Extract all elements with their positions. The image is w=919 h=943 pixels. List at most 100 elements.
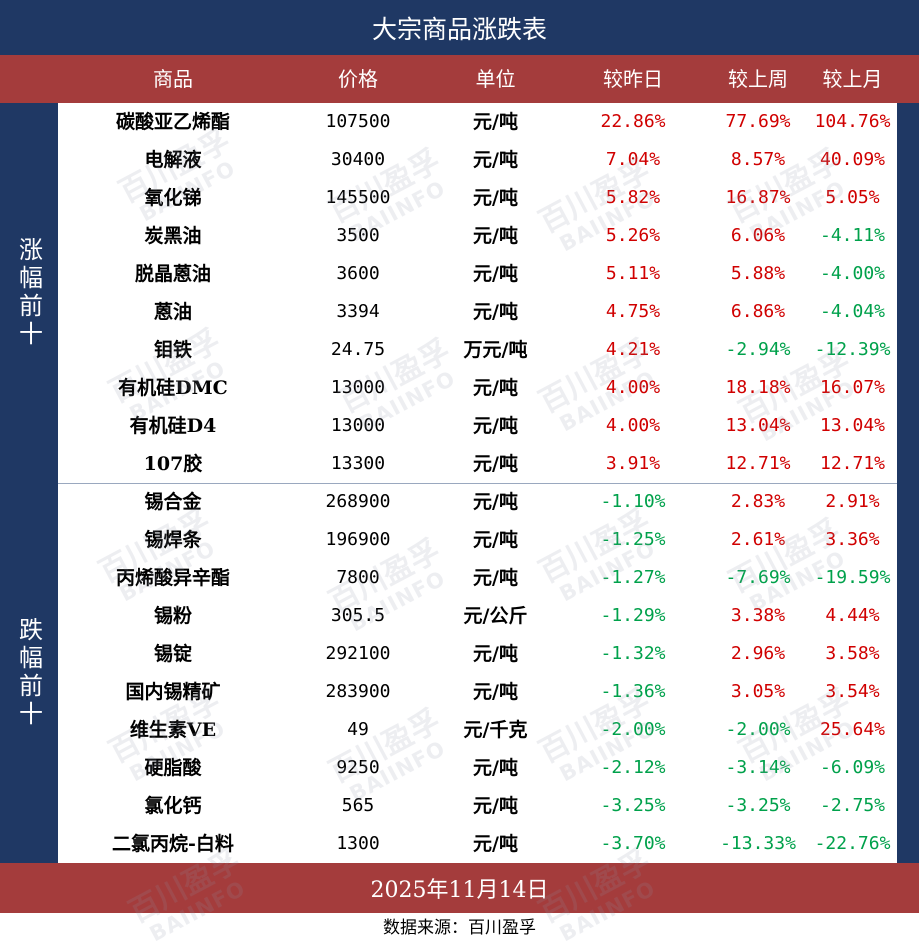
change-vs-yesterday: 4.00% (605, 415, 661, 436)
change-vs-last-month: 2.91% (825, 491, 880, 512)
change-vs-last-month: 12.71% (819, 453, 886, 474)
commodity-name: 钼铁 (153, 339, 192, 361)
price-cell: 196900 (325, 529, 391, 550)
change-vs-last-month: 5.05% (825, 187, 880, 208)
change-vs-last-month: -4.00% (819, 263, 886, 284)
price-cell: 268900 (325, 491, 391, 512)
unit-cell: 元/吨 (473, 757, 518, 779)
header-price: 价格 (338, 67, 378, 91)
unit-cell: 元/吨 (473, 453, 518, 475)
change-vs-last-week: 6.06% (730, 225, 786, 246)
change-vs-last-week: 12.71% (725, 453, 791, 474)
price-cell: 13000 (330, 377, 386, 398)
change-vs-last-week: 18.18% (725, 377, 791, 398)
change-vs-yesterday: -3.70% (600, 833, 666, 854)
unit-cell: 元/吨 (473, 795, 518, 817)
table-row: 有机硅D4 13000 元/吨 4.00% 13.04% 13.04% (58, 407, 897, 445)
change-vs-last-week: 8.57% (730, 149, 786, 170)
header-unit: 单位 (475, 67, 516, 91)
price-cell: 305.5 (330, 605, 386, 626)
price-cell: 283900 (325, 681, 391, 702)
table-row: 脱晶蒽油 3600 元/吨 5.11% 5.88% -4.00% (58, 255, 897, 293)
change-vs-yesterday: -1.36% (600, 681, 666, 702)
price-cell: 13300 (330, 453, 386, 474)
table-row: 有机硅DMC 13000 元/吨 4.00% 18.18% 16.07% (58, 369, 897, 407)
change-vs-last-month: 104.76% (814, 111, 891, 132)
commodity-name: 脱晶蒽油 (134, 263, 211, 285)
commodity-name: 维生素VE (129, 719, 217, 741)
unit-cell: 万元/吨 (463, 339, 528, 361)
table-row: 氧化锑 145500 元/吨 5.82% 16.87% 5.05% (58, 179, 897, 217)
table-row: 氯化钙 565 元/吨 -3.25% -3.25% -2.75% (58, 787, 897, 825)
table-row: 碳酸亚乙烯酯 107500 元/吨 22.86% 77.69% 104.76% (58, 103, 897, 141)
table-row: 丙烯酸异辛酯 7800 元/吨 -1.27% -7.69% -19.59% (58, 559, 897, 597)
price-cell: 565 (341, 795, 375, 816)
change-vs-yesterday: -1.10% (600, 491, 666, 512)
table-row: 炭黑油 3500 元/吨 5.26% 6.06% -4.11% (58, 217, 897, 255)
price-cell: 3500 (336, 225, 380, 246)
change-vs-yesterday: -1.27% (600, 567, 666, 588)
change-vs-last-week: 77.69% (725, 111, 791, 132)
unit-cell: 元/吨 (473, 833, 518, 855)
group-label-gainers: 涨幅前十 (0, 103, 58, 483)
change-vs-last-month: 16.07% (819, 377, 886, 398)
table-right-border (897, 103, 919, 863)
price-cell: 1300 (336, 833, 380, 854)
price-cell: 13000 (330, 415, 386, 436)
change-vs-last-month: 25.64% (819, 719, 886, 740)
price-cell: 107500 (325, 111, 391, 132)
change-vs-last-month: 3.58% (825, 643, 880, 664)
change-vs-last-month: -4.11% (819, 225, 886, 246)
change-vs-last-month: -2.75% (819, 795, 886, 816)
unit-cell: 元/吨 (473, 111, 518, 133)
commodity-name: 有机硅DMC (118, 377, 228, 399)
unit-cell: 元/吨 (473, 301, 518, 323)
table-row: 蒽油 3394 元/吨 4.75% 6.86% -4.04% (58, 293, 897, 331)
commodity-name: 107胶 (143, 453, 203, 475)
change-vs-yesterday: 4.00% (605, 377, 661, 398)
change-vs-yesterday: 22.86% (600, 111, 666, 132)
change-vs-last-month: 3.54% (825, 681, 880, 702)
table-row: 国内锡精矿 283900 元/吨 -1.36% 3.05% 3.54% (58, 673, 897, 711)
change-vs-last-week: 13.04% (725, 415, 791, 436)
unit-cell: 元/千克 (463, 719, 528, 741)
change-vs-last-month: 4.44% (825, 605, 880, 626)
change-vs-yesterday: -1.25% (600, 529, 666, 550)
change-vs-last-week: 2.61% (730, 529, 786, 550)
change-vs-last-month: 3.36% (825, 529, 880, 550)
table-row: 钼铁 24.75 万元/吨 4.21% -2.94% -12.39% (58, 331, 897, 369)
date-footer: 2025年11月14日 (0, 863, 919, 913)
change-vs-yesterday: -1.32% (600, 643, 666, 664)
change-vs-yesterday: -1.29% (600, 605, 666, 626)
unit-cell: 元/吨 (473, 149, 518, 171)
header-vs-yesterday: 较昨日 (603, 67, 663, 91)
commodity-name: 蒽油 (153, 301, 192, 323)
commodity-name: 氧化锑 (144, 187, 202, 209)
price-cell: 145500 (325, 187, 391, 208)
change-vs-yesterday: -3.25% (600, 795, 666, 816)
change-vs-last-week: -3.25% (725, 795, 791, 816)
header-commodity: 商品 (153, 67, 193, 91)
price-cell: 9250 (336, 757, 380, 778)
unit-cell: 元/吨 (473, 377, 518, 399)
unit-cell: 元/吨 (473, 529, 518, 551)
change-vs-last-week: 5.88% (730, 263, 786, 284)
change-vs-last-week: 2.96% (730, 643, 786, 664)
table-body: 碳酸亚乙烯酯 107500 元/吨 22.86% 77.69% 104.76% 电解液 304… (58, 103, 897, 863)
unit-cell: 元/吨 (473, 491, 518, 513)
table-row: 锡焊条 196900 元/吨 -1.25% 2.61% 3.36% (58, 521, 897, 559)
commodity-name: 锡粉 (153, 605, 192, 627)
group-label-losers: 跌幅前十 (0, 483, 58, 863)
header-vs-last-week: 较上周 (728, 67, 788, 91)
group-divider (58, 483, 897, 484)
commodity-name: 炭黑油 (144, 225, 202, 247)
unit-cell: 元/吨 (473, 681, 518, 703)
table-row: 107胶 13300 元/吨 3.91% 12.71% 12.71% (58, 445, 897, 483)
change-vs-last-month: -6.09% (819, 757, 886, 778)
data-source: 数据来源：百川盈孚 (383, 918, 536, 938)
table-row: 二氯丙烷-白料 1300 元/吨 -3.70% -13.33% -22.76% (58, 825, 897, 863)
change-vs-last-month: -12.39% (814, 339, 891, 360)
change-vs-last-week: -2.00% (725, 719, 791, 740)
change-vs-last-week: 2.83% (730, 491, 786, 512)
